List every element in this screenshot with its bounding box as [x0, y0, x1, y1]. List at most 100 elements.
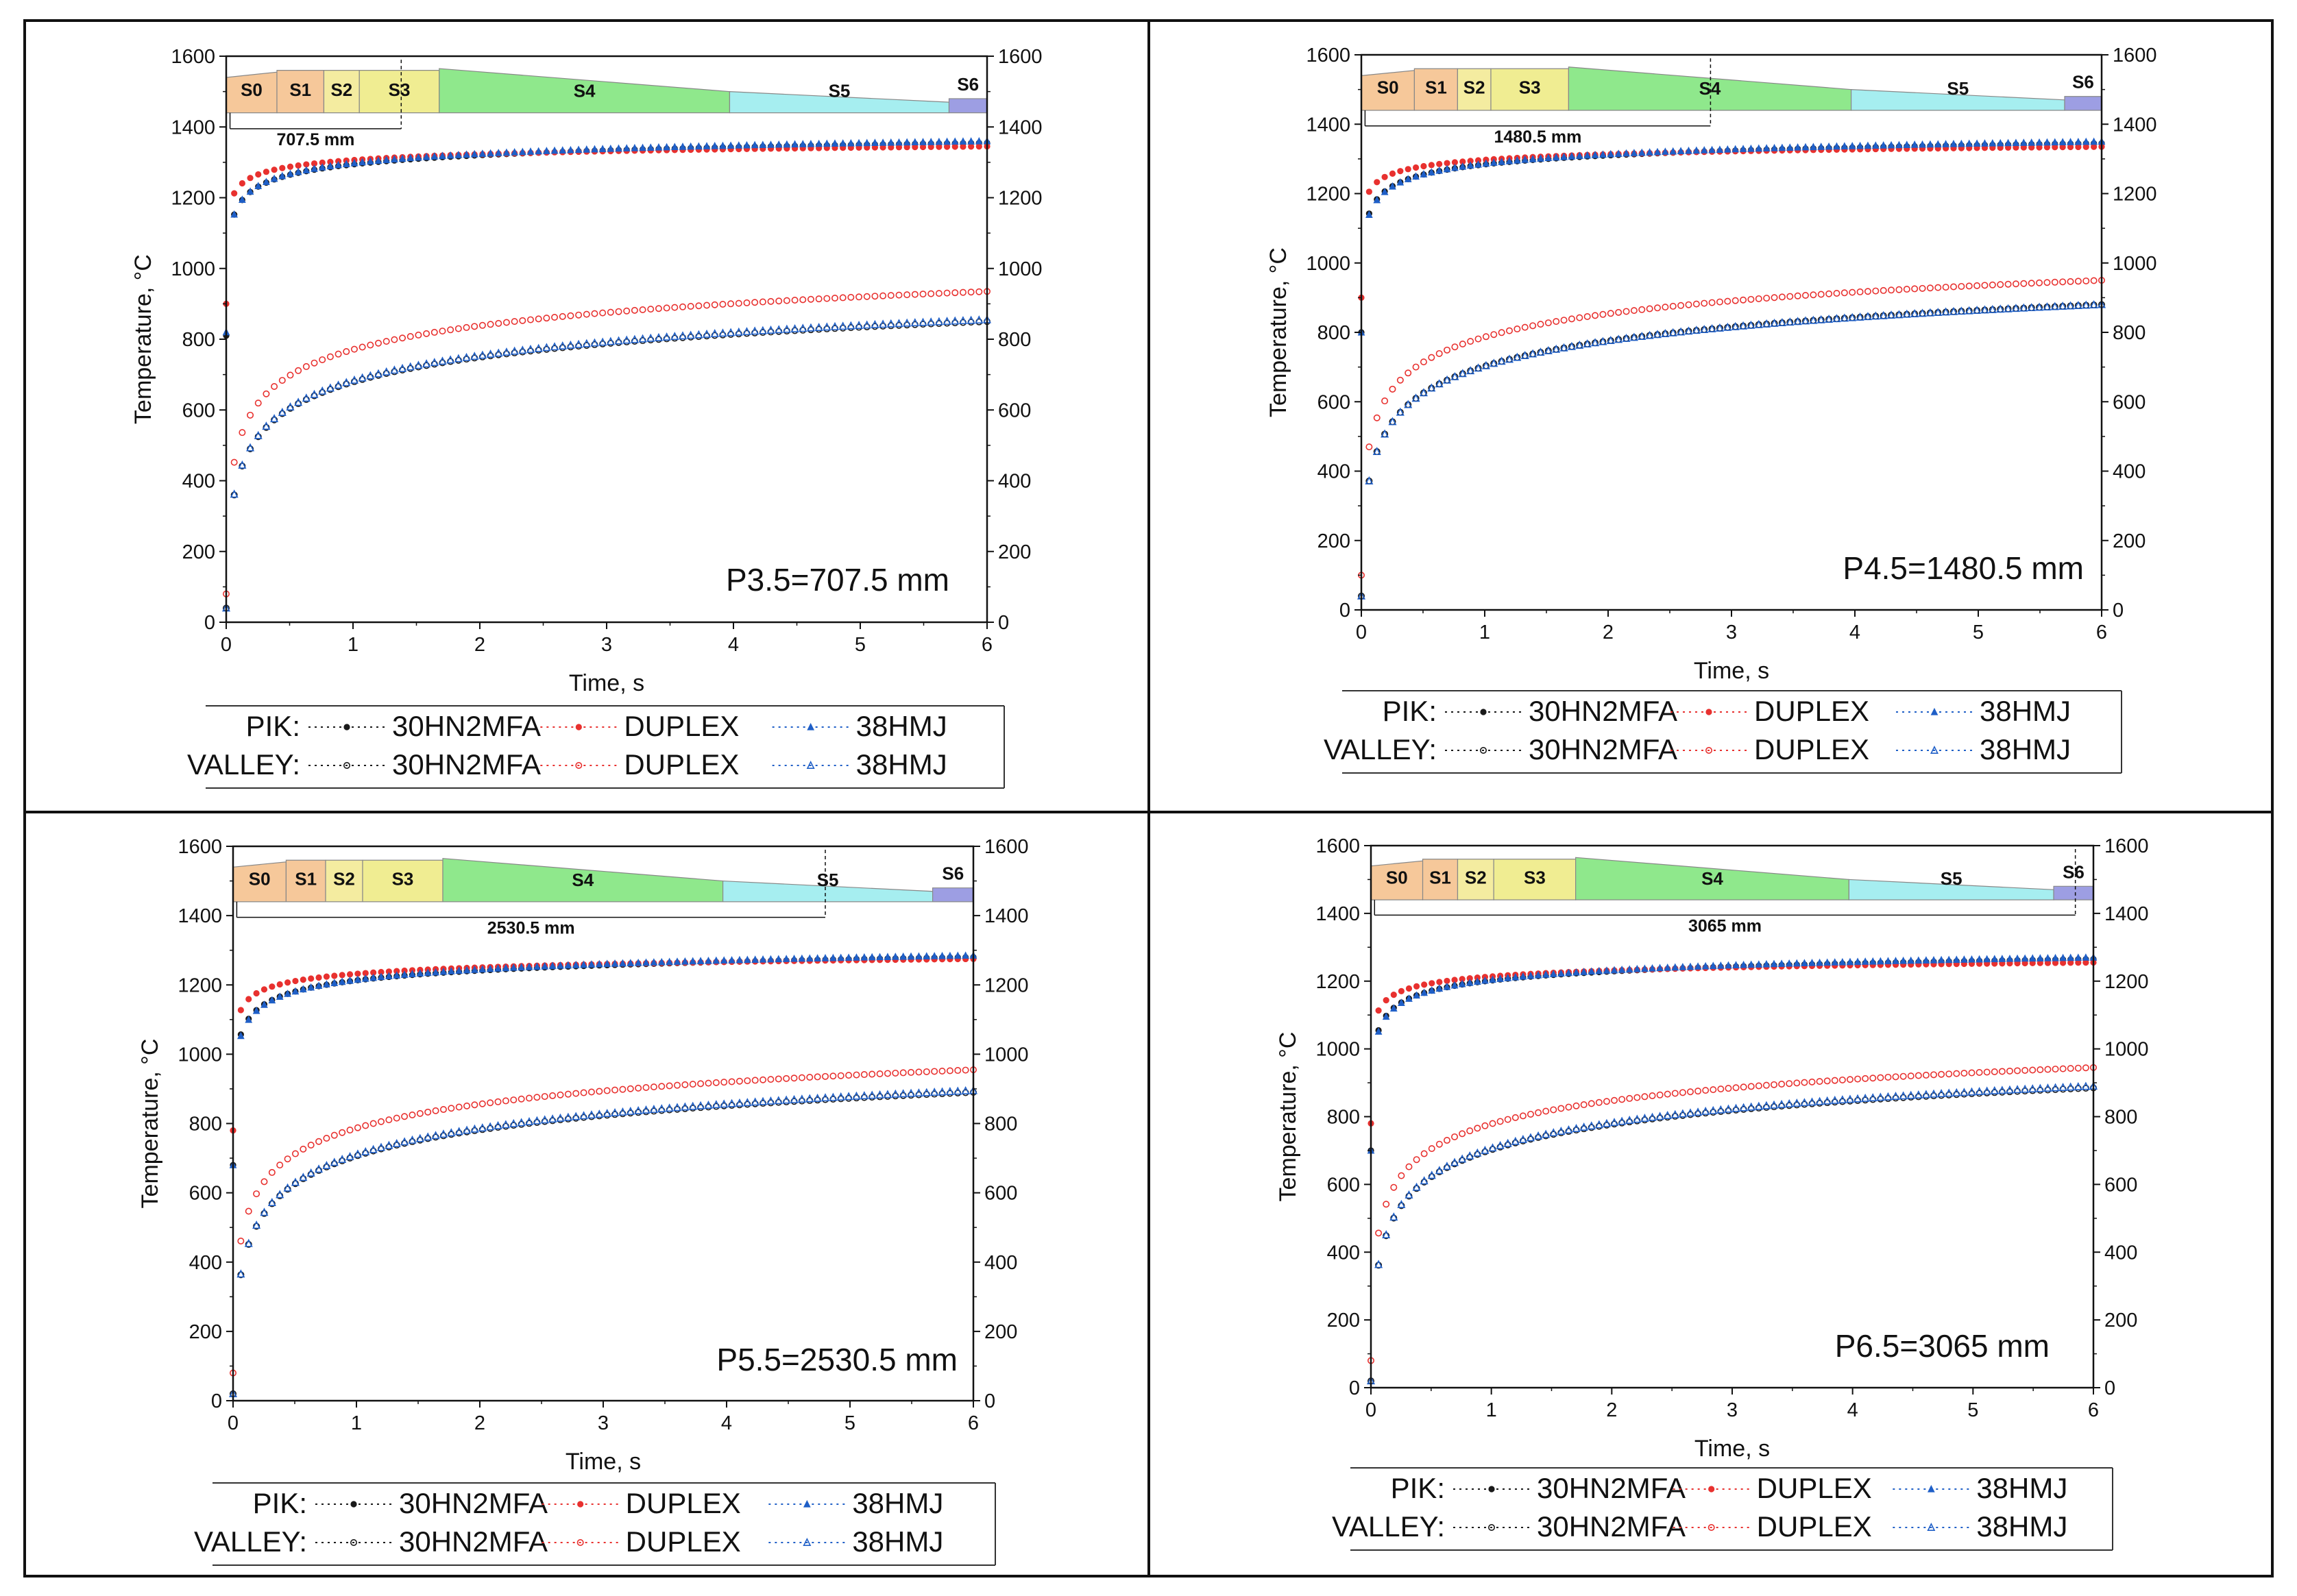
x-tick-label: 2: [474, 1412, 485, 1434]
data-point: [463, 966, 471, 974]
data-point: [1899, 1072, 1907, 1080]
data-point: [509, 963, 518, 971]
panel-position-label: P3.5=707.5 mm: [726, 562, 949, 598]
y-tick-label: 600: [1317, 391, 1350, 413]
data-point: [1973, 139, 1981, 147]
data-point: [728, 956, 736, 963]
data-point: [1918, 308, 1927, 317]
data-point: [1498, 158, 1505, 165]
data-point: [2028, 954, 2037, 962]
data-point: [1427, 168, 1435, 176]
data-point: [1610, 1118, 1619, 1127]
data-point: [1976, 1069, 1983, 1077]
data-point: [487, 321, 494, 328]
stand-label-s3: S3: [392, 869, 414, 889]
data-point: [943, 289, 951, 297]
data-point: [1861, 1093, 1870, 1102]
data-point: [1937, 1089, 1946, 1098]
data-point: [1960, 1088, 1969, 1096]
data-point: [1771, 143, 1778, 151]
data-point: [945, 1087, 954, 1095]
data-point: [603, 1087, 611, 1094]
series-valley-38hmj: [1357, 299, 2106, 600]
data-point: [338, 977, 346, 985]
data-point: [1708, 299, 1716, 306]
data-point: [414, 360, 423, 369]
data-point: [326, 353, 334, 360]
panel-position-label: P4.5=1480.5 mm: [1843, 550, 2084, 586]
data-point: [1869, 1075, 1877, 1082]
y-tick-label-right: 1000: [998, 258, 1043, 280]
data-point: [253, 990, 260, 997]
data-point: [791, 140, 799, 148]
data-point: [1572, 1123, 1581, 1132]
data-point: [759, 298, 766, 306]
data-point: [2013, 1085, 2022, 1094]
data-point: [743, 140, 751, 149]
data-point: [658, 1083, 666, 1090]
data-point: [1906, 1090, 1915, 1099]
data-point: [611, 1086, 619, 1094]
data-point: [1375, 1229, 1383, 1237]
data-point: [374, 369, 382, 378]
data-point: [2004, 280, 2012, 288]
data-point: [415, 331, 422, 339]
data-point: [1435, 1140, 1443, 1148]
data-point: [432, 1107, 439, 1114]
data-point: [892, 1069, 899, 1077]
data-point: [759, 140, 767, 149]
data-point: [2021, 1084, 2030, 1093]
data-point: [1618, 1096, 1626, 1103]
data-point: [1419, 388, 1428, 397]
data-point: [1564, 1125, 1573, 1133]
data-point: [891, 953, 899, 960]
data-point: [1504, 1116, 1511, 1123]
y-tick-label-right: 400: [2113, 461, 2146, 483]
x-tick-label: 4: [1847, 1399, 1858, 1421]
data-point: [1899, 1091, 1908, 1100]
data-point: [1965, 306, 1973, 315]
data-point: [1786, 317, 1795, 326]
data-point: [1458, 979, 1466, 987]
data-point: [1914, 1090, 1923, 1098]
data-point: [1919, 140, 1926, 148]
data-point: [619, 1085, 627, 1093]
data-point: [1420, 162, 1427, 170]
data-point: [1817, 143, 1825, 150]
data-point: [1497, 356, 1506, 365]
data-point: [1716, 145, 1724, 154]
data-point: [591, 310, 598, 317]
data-point: [548, 1114, 557, 1123]
stand-label-s2: S2: [330, 79, 352, 100]
data-point: [302, 166, 311, 173]
data-point: [580, 1089, 587, 1096]
data-point: [1887, 310, 1896, 319]
data-point: [903, 291, 911, 299]
x-tick-label: 3: [601, 634, 612, 656]
data-point: [1542, 970, 1550, 978]
data-point: [1459, 1130, 1466, 1138]
data-point: [1825, 290, 1833, 297]
data-point: [1549, 1128, 1558, 1137]
data-point: [618, 1107, 627, 1116]
data-point: [2036, 1083, 2045, 1092]
data-point: [2082, 953, 2090, 961]
data-point: [1823, 958, 1832, 966]
data-point: [587, 1088, 595, 1096]
data-point: [350, 345, 358, 353]
data-point: [430, 152, 439, 160]
data-point: [1968, 955, 1976, 963]
data-point: [705, 956, 712, 964]
data-point: [767, 297, 775, 305]
data-point: [875, 1090, 884, 1098]
data-point: [567, 312, 574, 319]
data-point: [1755, 1082, 1762, 1090]
legend-series-label: 30HN2MFA: [392, 748, 541, 781]
data-point: [736, 955, 744, 963]
data-point: [1527, 971, 1535, 979]
data-point: [975, 136, 983, 145]
data-point: [647, 306, 655, 313]
data-point: [688, 1101, 697, 1110]
data-point: [284, 979, 291, 986]
